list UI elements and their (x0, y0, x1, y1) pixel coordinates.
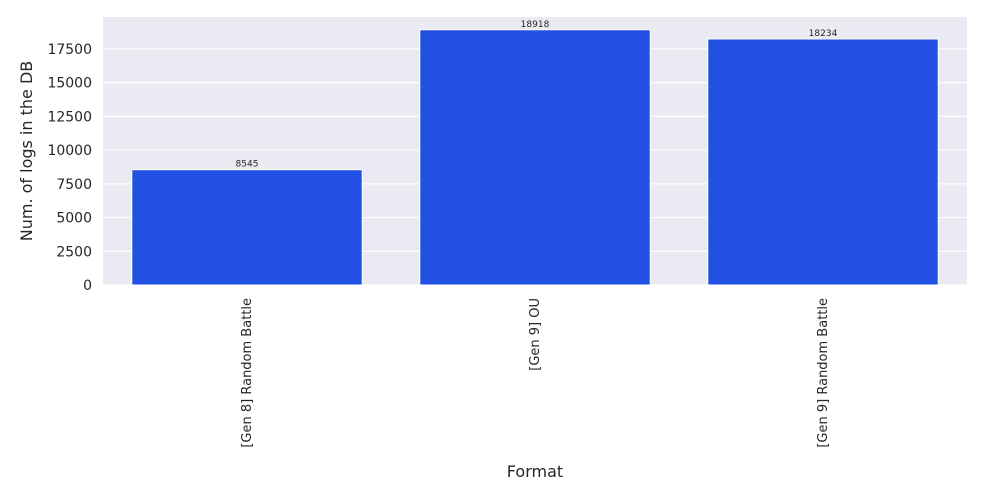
y-tick-label: 7500 (56, 177, 92, 193)
bar (707, 38, 939, 286)
y-axis-ticks: 0 2500 5000 7500 10000 12500 15000 17500 (47, 42, 92, 294)
y-tick-label: 5000 (56, 211, 92, 227)
y-axis-label: Num. of logs in the DB (17, 61, 36, 242)
x-tick-label: [Gen 9] OU (528, 298, 543, 371)
bar (419, 29, 651, 286)
bar-value-label: 18918 (521, 20, 550, 30)
y-tick-label: 12500 (47, 109, 92, 125)
bar-value-label: 8545 (236, 160, 259, 170)
x-tick-label: [Gen 8] Random Battle (240, 298, 255, 448)
y-tick-label: 10000 (47, 143, 92, 159)
y-tick-label: 15000 (47, 76, 92, 92)
y-tick-label: 2500 (56, 244, 92, 260)
x-axis-ticks: [Gen 8] Random Battle [Gen 9] OU [Gen 9] R… (240, 298, 831, 448)
x-axis-label: Format (507, 462, 563, 481)
y-tick-label: 17500 (47, 42, 92, 58)
data-labels: 8545 18918 18234 (236, 20, 838, 170)
bars (131, 29, 939, 286)
bar-value-label: 18234 (809, 29, 838, 39)
y-tick-label: 0 (83, 278, 92, 294)
bar (131, 169, 363, 286)
x-tick-label: [Gen 9] Random Battle (816, 298, 831, 448)
